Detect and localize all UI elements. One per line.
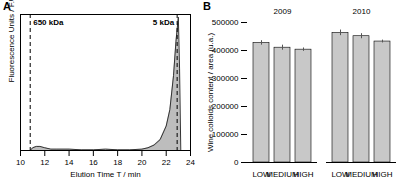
svg-text:2010: 2010	[353, 7, 371, 16]
svg-text:Elution Time T / min: Elution Time T / min	[70, 170, 140, 179]
svg-text:0: 0	[234, 158, 239, 167]
svg-text:24: 24	[186, 158, 195, 167]
svg-text:10: 10	[16, 158, 25, 167]
svg-text:500000: 500000	[212, 18, 239, 27]
svg-text:16: 16	[89, 158, 98, 167]
svg-text:20: 20	[137, 158, 146, 167]
svg-text:HIGH: HIGH	[373, 170, 393, 179]
svg-text:14: 14	[65, 158, 74, 167]
svg-text:5 kDa: 5 kDa	[153, 18, 175, 27]
svg-text:18: 18	[113, 158, 122, 167]
svg-text:12: 12	[40, 158, 49, 167]
svg-text:300000: 300000	[212, 74, 239, 83]
svg-text:22: 22	[162, 158, 171, 167]
svg-text:200000: 200000	[212, 102, 239, 111]
svg-text:Wine colloids content / area (: Wine colloids content / area (u.a.)	[206, 33, 215, 153]
svg-text:HIGH: HIGH	[294, 170, 314, 179]
svg-text:400000: 400000	[212, 46, 239, 55]
svg-text:650 kDa: 650 kDa	[33, 18, 64, 27]
svg-text:2009: 2009	[274, 7, 292, 16]
svg-text:100000: 100000	[212, 130, 239, 139]
svg-text:Fluorescence Units / F.U.: Fluorescence Units / F.U.	[7, 0, 16, 83]
